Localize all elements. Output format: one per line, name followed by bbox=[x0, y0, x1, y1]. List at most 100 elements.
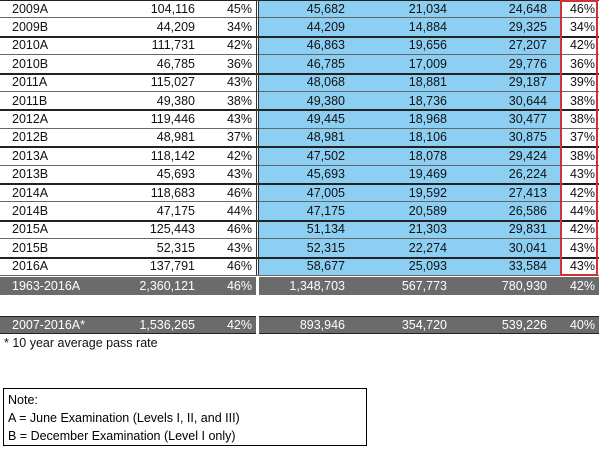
table-cell: 44% bbox=[226, 203, 252, 218]
table-cell: 46% bbox=[569, 1, 595, 16]
row-border bbox=[0, 0, 599, 1]
table-cell: 43% bbox=[226, 111, 252, 126]
table-cell: 2011B bbox=[12, 93, 48, 108]
table-cell: 104,116 bbox=[150, 1, 195, 16]
table-cell: 2009A bbox=[12, 1, 49, 16]
table-cell: 52,315 bbox=[306, 240, 345, 255]
table-cell: 44% bbox=[569, 203, 595, 218]
table-cell: 49,445 bbox=[306, 111, 345, 126]
table-cell: 2010A bbox=[12, 38, 49, 53]
table-cell: 46,785 bbox=[156, 56, 195, 71]
table-cell: 2015A bbox=[12, 222, 49, 237]
col-border bbox=[256, 0, 257, 275]
table-cell: 43% bbox=[569, 167, 595, 182]
table-cell: 18,078 bbox=[408, 148, 447, 163]
table-cell: 45,693 bbox=[306, 167, 345, 182]
table-cell: 2,360,121 bbox=[139, 279, 195, 293]
table-cell: 38% bbox=[569, 93, 595, 108]
table-cell: 26,586 bbox=[508, 203, 547, 218]
blue-region bbox=[258, 0, 560, 275]
table-cell: 780,930 bbox=[501, 279, 547, 293]
table-cell: 29,424 bbox=[508, 148, 547, 163]
table-cell: 42% bbox=[569, 38, 595, 53]
table-cell: 38% bbox=[569, 111, 595, 126]
table-cell: 39% bbox=[569, 75, 595, 90]
table-cell: 118,683 bbox=[150, 185, 195, 200]
table-cell: 24,648 bbox=[508, 1, 547, 16]
table-cell: 27,413 bbox=[508, 185, 547, 200]
table-cell: 26,224 bbox=[508, 167, 547, 182]
row-border bbox=[0, 183, 599, 185]
table-cell: 2013B bbox=[12, 167, 49, 182]
table-cell: 567,773 bbox=[401, 279, 447, 293]
table-cell: 37% bbox=[226, 130, 252, 145]
table-cell: 46% bbox=[226, 185, 252, 200]
table-cell: 29,831 bbox=[508, 222, 547, 237]
row-border bbox=[0, 109, 599, 112]
table-cell: 29,325 bbox=[508, 19, 547, 34]
table-cell: 2014A bbox=[12, 185, 49, 200]
table-cell: 49,380 bbox=[306, 93, 345, 108]
row-border bbox=[0, 275, 599, 276]
table-cell: 48,981 bbox=[306, 130, 345, 145]
table-cell: 42% bbox=[569, 185, 595, 200]
table-cell: 2011A bbox=[12, 75, 48, 90]
table-cell: 34% bbox=[569, 19, 595, 34]
table-cell: 43% bbox=[226, 75, 252, 90]
table-cell: 19,656 bbox=[408, 38, 447, 53]
table-cell: 49,380 bbox=[156, 93, 195, 108]
table-cell: 27,207 bbox=[508, 38, 547, 53]
note-line: A = June Examination (Levels I, II, and … bbox=[8, 411, 240, 425]
col-gap bbox=[256, 316, 259, 334]
ten-year-row-bg bbox=[0, 316, 599, 334]
table-cell: 44,209 bbox=[156, 19, 195, 34]
total-row-bg bbox=[0, 277, 599, 295]
table-cell: 1,348,703 bbox=[289, 279, 345, 293]
table-cell: 48,981 bbox=[156, 130, 195, 145]
table-cell: 19,469 bbox=[408, 167, 447, 182]
table-cell: 33,584 bbox=[508, 259, 547, 274]
table-cell: 44,209 bbox=[306, 19, 345, 34]
table-cell: 58,677 bbox=[306, 259, 345, 274]
table-cell: 47,502 bbox=[306, 148, 345, 163]
table-cell: 43% bbox=[226, 167, 252, 182]
table-cell: 30,477 bbox=[508, 111, 547, 126]
table-cell: 43% bbox=[569, 259, 595, 274]
row-border bbox=[0, 238, 599, 240]
row-border bbox=[0, 91, 599, 92]
table-cell: 20,589 bbox=[408, 203, 447, 218]
table-cell: 47,005 bbox=[306, 185, 345, 200]
row-border bbox=[0, 164, 599, 166]
table-cell: 539,226 bbox=[501, 318, 547, 332]
table-cell: 46,863 bbox=[306, 38, 345, 53]
table-cell: 2013A bbox=[12, 148, 49, 163]
table-cell: 2009B bbox=[12, 19, 49, 34]
table-cell: 21,303 bbox=[408, 222, 447, 237]
table-cell: 18,736 bbox=[408, 93, 447, 108]
row-border bbox=[0, 127, 599, 129]
row-border bbox=[0, 219, 599, 222]
table-cell: 42% bbox=[569, 279, 595, 293]
table-cell: 42% bbox=[569, 222, 595, 237]
row-border bbox=[0, 201, 599, 203]
table-cell: 17,009 bbox=[408, 56, 447, 71]
table-cell: 18,968 bbox=[408, 111, 447, 126]
table-cell: 38% bbox=[569, 148, 595, 163]
table-cell: 29,187 bbox=[508, 75, 547, 90]
table-cell: 45,682 bbox=[306, 1, 345, 16]
row-border bbox=[0, 256, 599, 259]
row-border bbox=[0, 54, 599, 56]
table-cell: 2014B bbox=[12, 203, 49, 218]
table-cell: 118,142 bbox=[150, 148, 195, 163]
table-cell: 46,785 bbox=[306, 56, 345, 71]
table-cell: 893,946 bbox=[299, 318, 345, 332]
table-cell: 14,884 bbox=[408, 19, 447, 34]
row-border bbox=[0, 35, 599, 38]
row-border bbox=[0, 72, 599, 75]
table-cell: 2012A bbox=[12, 111, 49, 126]
table-cell: 45% bbox=[226, 1, 252, 16]
table-cell: 2016A bbox=[12, 259, 49, 274]
table-cell: 52,315 bbox=[156, 240, 195, 255]
row-border bbox=[0, 17, 599, 19]
